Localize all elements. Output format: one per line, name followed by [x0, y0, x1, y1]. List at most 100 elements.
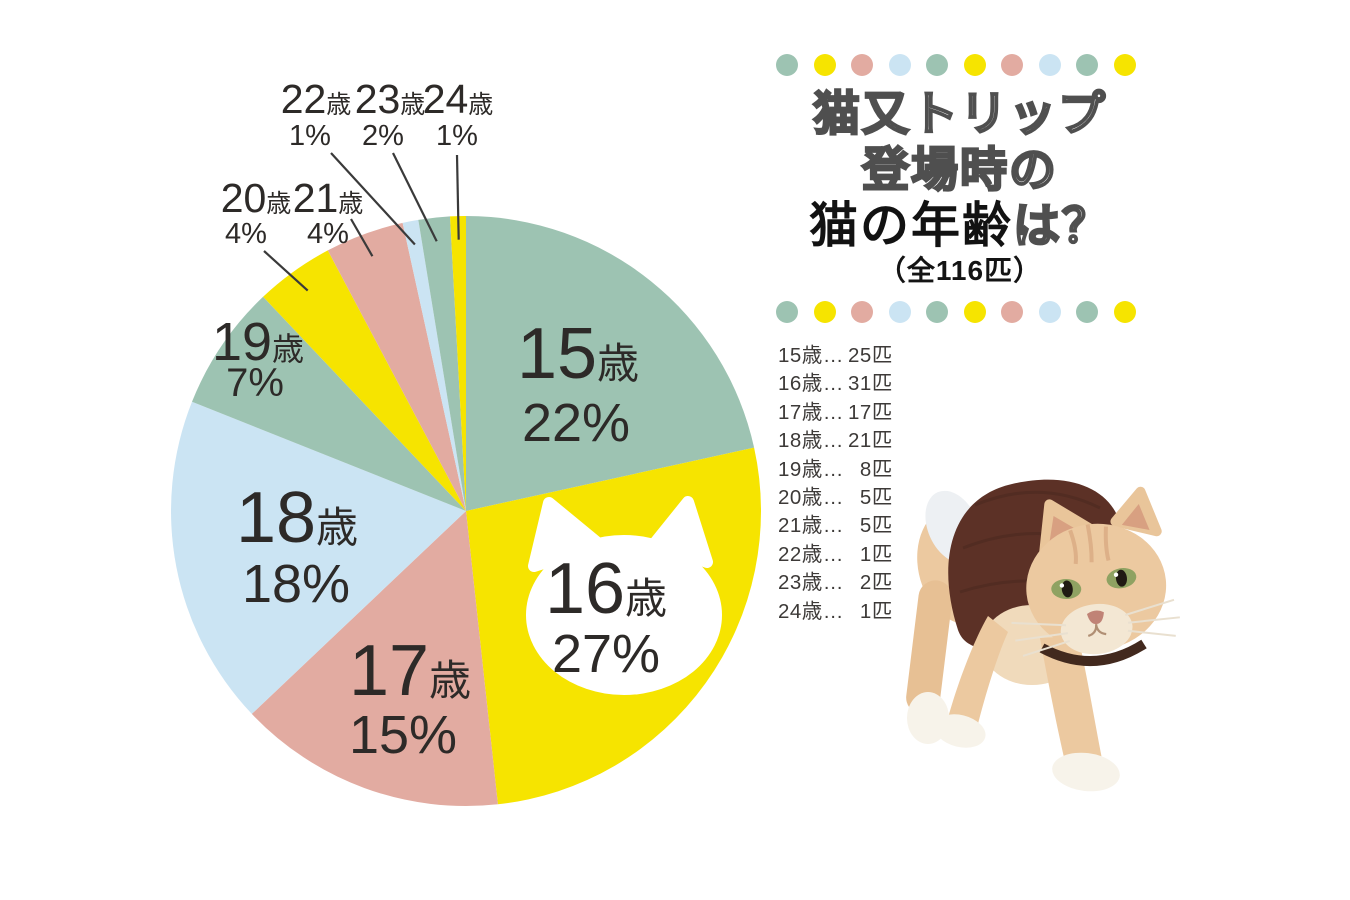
cat-photo — [906, 479, 1180, 792]
slice-percent-label-18歳: 18% — [242, 554, 350, 614]
teal-dot — [926, 54, 949, 76]
cat-front-right-leg — [948, 616, 1008, 728]
legend-age: 21歳 — [778, 514, 823, 538]
legend-age: 20歳 — [778, 485, 823, 509]
slice-age-label-17歳: 17歳 — [349, 631, 471, 711]
legend-age: 23歳 — [778, 571, 823, 595]
leader-line-23歳 — [392, 152, 438, 242]
legend-separator: … — [822, 372, 844, 396]
slice-age-label-16歳: 16歳 — [545, 549, 667, 629]
legend-unit: 匹 — [871, 542, 893, 566]
cat-left-eye-glint — [1059, 583, 1065, 588]
pie-slice-19歳 — [192, 296, 466, 511]
yellow-dot — [813, 54, 836, 76]
yellow-dot — [1113, 301, 1136, 323]
legend-separator: … — [822, 571, 844, 595]
decor-dots-bottom — [776, 301, 1136, 323]
pink-dot — [851, 54, 874, 76]
blue-dot — [888, 301, 911, 323]
legend-age: 16歳 — [778, 372, 823, 396]
teal-dot — [776, 54, 798, 76]
legend-item-17歳: 17歳… 17 匹 — [778, 395, 893, 424]
slice-percent-label-15歳: 22% — [522, 393, 630, 453]
cat-callout-head — [526, 535, 722, 695]
cat-right-inner-ear — [1121, 503, 1150, 530]
legend-item-19歳: 19歳… 8 匹 — [778, 452, 893, 481]
slice-age-label-23歳: 23歳 — [355, 76, 426, 122]
slice-percent-label-24歳: 1% — [436, 120, 478, 152]
slice-percent-label-23歳: 2% — [362, 120, 404, 152]
yellow-dot — [963, 301, 986, 323]
slice-age-label-22歳: 22歳 — [281, 76, 352, 122]
pie-slice-22歳 — [402, 219, 466, 511]
legend-separator: … — [822, 457, 844, 481]
pink-dot — [1001, 54, 1024, 76]
slice-age-label-18歳: 18歳 — [236, 478, 358, 558]
cat-head — [1011, 486, 1180, 657]
title-line-1: 猫又トリップ — [812, 86, 1107, 141]
cat-right-pupil — [1115, 569, 1127, 587]
teal-dot — [776, 301, 798, 323]
cat-whiskers — [1011, 598, 1180, 657]
pink-dot — [851, 301, 874, 323]
slice-percent-label-22歳: 1% — [289, 120, 331, 152]
title-line-3: 猫の年齢は？ — [770, 198, 1150, 254]
legend-age: 22歳 — [778, 542, 823, 566]
title-total-count: （全116匹） — [877, 255, 1043, 286]
pie-slice-24歳 — [450, 215, 466, 511]
pink-dot — [1001, 301, 1024, 323]
blue-dot — [1038, 301, 1061, 323]
chart-title: 猫又トリップ 登場時の 猫の年齢は？ （全116匹） — [770, 86, 1150, 286]
cat-mouth — [1087, 623, 1107, 638]
cat-front-left-leg — [1040, 636, 1102, 766]
legend-age: 19歳 — [778, 457, 823, 481]
title-line-3-strong: 猫の年齢 — [808, 199, 1013, 253]
slice-percent-label-19歳: 7% — [226, 361, 284, 405]
legend-item-15歳: 15歳… 25 匹 — [778, 338, 893, 367]
legend-unit: 匹 — [871, 400, 893, 424]
pie-slice-17歳 — [251, 511, 498, 807]
legend-unit: 匹 — [871, 372, 893, 396]
slice-percent-label-21歳: 4% — [307, 218, 349, 250]
legend-count: 2 — [859, 571, 872, 595]
leader-line-22歳 — [330, 152, 416, 246]
cat-face-callout — [526, 496, 722, 695]
cat-nose — [1086, 610, 1104, 625]
pie-slice-21歳 — [327, 222, 466, 511]
legend-item-21歳: 21歳… 5 匹 — [778, 508, 893, 538]
leader-line-24歳 — [455, 154, 460, 240]
legend-count: 5 — [859, 514, 872, 538]
yellow-dot — [963, 54, 986, 76]
legend-count: 5 — [859, 485, 872, 509]
legend-age: 15歳 — [778, 344, 823, 367]
slice-percent-label-20歳: 4% — [225, 218, 267, 250]
slice-age-label-20歳: 20歳 — [221, 175, 292, 221]
pie-chart: 15歳22%16歳27%17歳15%18歳18%19歳7%20歳4%21歳4%2… — [171, 76, 761, 807]
legend-item-16歳: 16歳… 31 匹 — [778, 366, 893, 396]
pie-slice-20歳 — [263, 250, 466, 511]
blue-dot — [1038, 54, 1061, 76]
cat-collar — [1039, 639, 1147, 667]
legend-count: 31 — [848, 372, 872, 396]
teal-dot — [1076, 54, 1099, 76]
legend-item-22歳: 22歳… 1 匹 — [778, 537, 893, 566]
legend-count: 1 — [859, 599, 872, 623]
yellow-dot — [813, 301, 836, 323]
legend-unit: 匹 — [871, 344, 893, 367]
cat-left-pupil — [1061, 580, 1073, 598]
slice-age-label-15歳: 15歳 — [517, 314, 639, 394]
leader-line-21歳 — [350, 218, 374, 257]
legend-unit: 匹 — [871, 571, 893, 595]
legend-count: 25 — [848, 344, 872, 367]
cat-forehead-stripes — [1068, 524, 1111, 565]
title-line-3-suffix: は？ — [1012, 198, 1111, 253]
cat-illustration — [906, 479, 1180, 792]
legend-count: 8 — [859, 457, 872, 481]
cat-hind-leg — [906, 580, 953, 715]
cat-face — [1026, 523, 1167, 650]
slice-percent-label-16歳: 27% — [552, 624, 660, 684]
cat-right-eye-glint — [1113, 572, 1119, 577]
legend-age: 17歳 — [778, 400, 823, 424]
legend-item-20歳: 20歳… 5 匹 — [778, 480, 893, 509]
